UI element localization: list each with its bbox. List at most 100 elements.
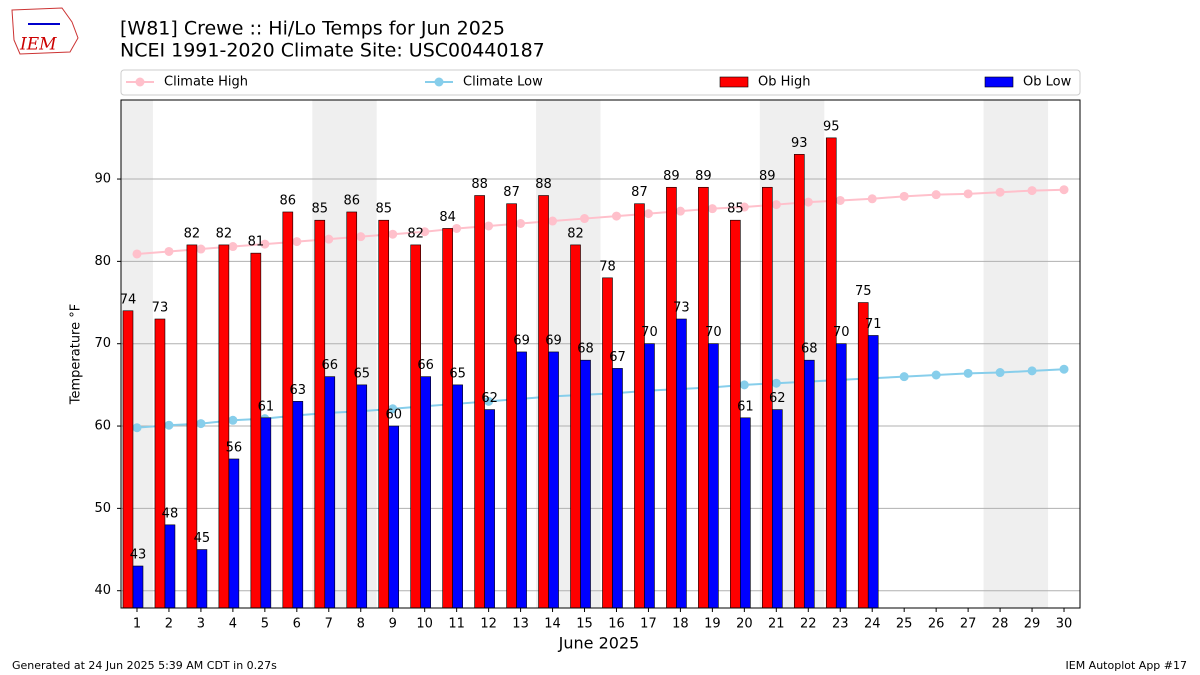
- data-label: 69: [545, 333, 562, 348]
- data-label: 56: [226, 440, 243, 455]
- marker: [771, 378, 781, 388]
- bar: [867, 335, 879, 609]
- data-label: 66: [322, 358, 339, 373]
- marker: [995, 368, 1005, 378]
- x-tick-label: 24: [864, 617, 881, 632]
- bar: [740, 417, 751, 609]
- x-tick-label: 9: [389, 617, 397, 632]
- legend-label: Climate Low: [463, 75, 543, 90]
- x-tick-label: 29: [1024, 617, 1041, 632]
- x-tick-label: 27: [960, 617, 977, 632]
- bar: [516, 351, 527, 609]
- marker: [931, 370, 941, 380]
- bar: [825, 137, 837, 609]
- marker: [739, 380, 749, 390]
- bar: [186, 244, 198, 609]
- legend-swatch: [434, 77, 444, 87]
- data-label: 88: [471, 177, 488, 192]
- data-label: 62: [769, 391, 786, 406]
- data-label: 89: [695, 169, 712, 184]
- data-label: 73: [673, 301, 690, 316]
- y-tick-label: 60: [94, 419, 111, 434]
- x-tick-label: 6: [293, 617, 301, 632]
- x-tick-label: 21: [768, 617, 785, 632]
- bar: [484, 409, 495, 609]
- bar: [857, 302, 869, 609]
- bar: [250, 252, 262, 609]
- bar: [132, 565, 144, 609]
- data-label: 70: [641, 325, 658, 340]
- marker: [1059, 364, 1069, 374]
- legend-box: [120, 69, 1081, 96]
- x-tick-label: 3: [197, 617, 205, 632]
- bar: [196, 549, 208, 609]
- data-label: 85: [375, 202, 392, 217]
- data-label: 82: [184, 226, 201, 241]
- x-tick-label: 17: [640, 617, 657, 632]
- logo-outline: [11, 7, 79, 55]
- data-label: 84: [439, 210, 456, 225]
- bar: [803, 359, 815, 609]
- bar: [346, 211, 358, 609]
- marker: [995, 187, 1005, 197]
- x-tick-label: 11: [448, 617, 465, 632]
- bar: [772, 409, 783, 609]
- marker: [164, 420, 174, 430]
- data-label: 82: [407, 226, 424, 241]
- marker: [420, 227, 430, 237]
- data-label: 68: [577, 342, 594, 357]
- data-label: 61: [258, 399, 275, 414]
- marker: [324, 234, 334, 244]
- x-tick-label: 19: [704, 617, 721, 632]
- data-label: 60: [385, 408, 402, 423]
- x-tick-label: 5: [261, 617, 269, 632]
- bar: [122, 310, 134, 609]
- bar: [666, 186, 677, 609]
- bar: [602, 277, 613, 609]
- footer-right: IEM Autoplot App #17: [1066, 659, 1188, 672]
- data-label: 85: [727, 202, 744, 217]
- chart-subtitle: NCEI 1991-2020 Climate Site: USC00440187: [120, 40, 545, 62]
- data-label: 70: [833, 325, 850, 340]
- marker: [1027, 366, 1037, 376]
- bar: [835, 343, 847, 609]
- bar: [676, 318, 687, 609]
- bar: [570, 244, 581, 609]
- data-label: 88: [535, 177, 552, 192]
- marker: [675, 206, 685, 216]
- marker: [771, 200, 781, 210]
- legend-swatch: [719, 76, 749, 88]
- marker: [643, 209, 653, 219]
- marker: [388, 404, 398, 414]
- data-label: 89: [759, 169, 776, 184]
- data-label: 75: [855, 284, 872, 299]
- x-tick-label: 15: [576, 617, 593, 632]
- footer-left: Generated at 24 Jun 2025 5:39 AM CDT in …: [12, 659, 277, 672]
- marker: [963, 189, 973, 199]
- marker: [228, 242, 238, 252]
- marker: [739, 202, 749, 212]
- bar: [580, 359, 591, 609]
- legend-swatch: [984, 76, 1014, 88]
- data-label: 87: [631, 185, 648, 200]
- data-label: 68: [801, 342, 818, 357]
- data-label: 82: [567, 226, 584, 241]
- marker: [963, 368, 973, 378]
- bar: [356, 384, 368, 609]
- bar: [548, 351, 559, 609]
- marker: [803, 197, 813, 207]
- data-label: 86: [280, 193, 297, 208]
- data-label: 69: [513, 333, 530, 348]
- marker: [484, 221, 494, 231]
- bar: [292, 401, 304, 609]
- x-tick-label: 23: [832, 617, 849, 632]
- marker: [356, 232, 366, 242]
- x-tick-label: 10: [416, 617, 433, 632]
- data-label: 48: [162, 506, 179, 521]
- bar: [708, 343, 719, 609]
- marker: [1059, 185, 1069, 195]
- marker: [196, 419, 206, 429]
- legend-label: Ob Low: [1023, 75, 1072, 90]
- data-label: 45: [194, 531, 211, 546]
